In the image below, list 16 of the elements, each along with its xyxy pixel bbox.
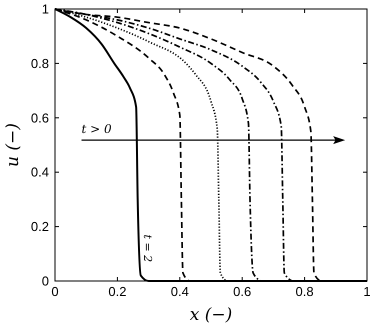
y-tick-label: 1 — [42, 2, 49, 16]
annotation: t > 0 — [82, 122, 112, 136]
x-tick-label: 0.4 — [170, 284, 189, 299]
y-tick-label: 0.8 — [30, 56, 49, 71]
y-axis-title: u (−) — [3, 123, 23, 167]
x-tick-label: 1 — [363, 284, 371, 299]
x-tick-label: 0 — [51, 284, 59, 299]
y-tick-label: 0.2 — [30, 219, 49, 234]
x-tick-label: 0.6 — [233, 284, 252, 299]
y-tick-label: 0 — [42, 274, 49, 288]
annotation: t = 2 — [140, 234, 154, 262]
x-tick-label: 0.2 — [108, 284, 126, 299]
y-tick-label: 0.4 — [30, 164, 49, 180]
x-axis-title: x (−) — [190, 305, 232, 325]
y-tick-label: 0.6 — [30, 110, 49, 126]
x-tick-label: 0.8 — [296, 284, 314, 299]
